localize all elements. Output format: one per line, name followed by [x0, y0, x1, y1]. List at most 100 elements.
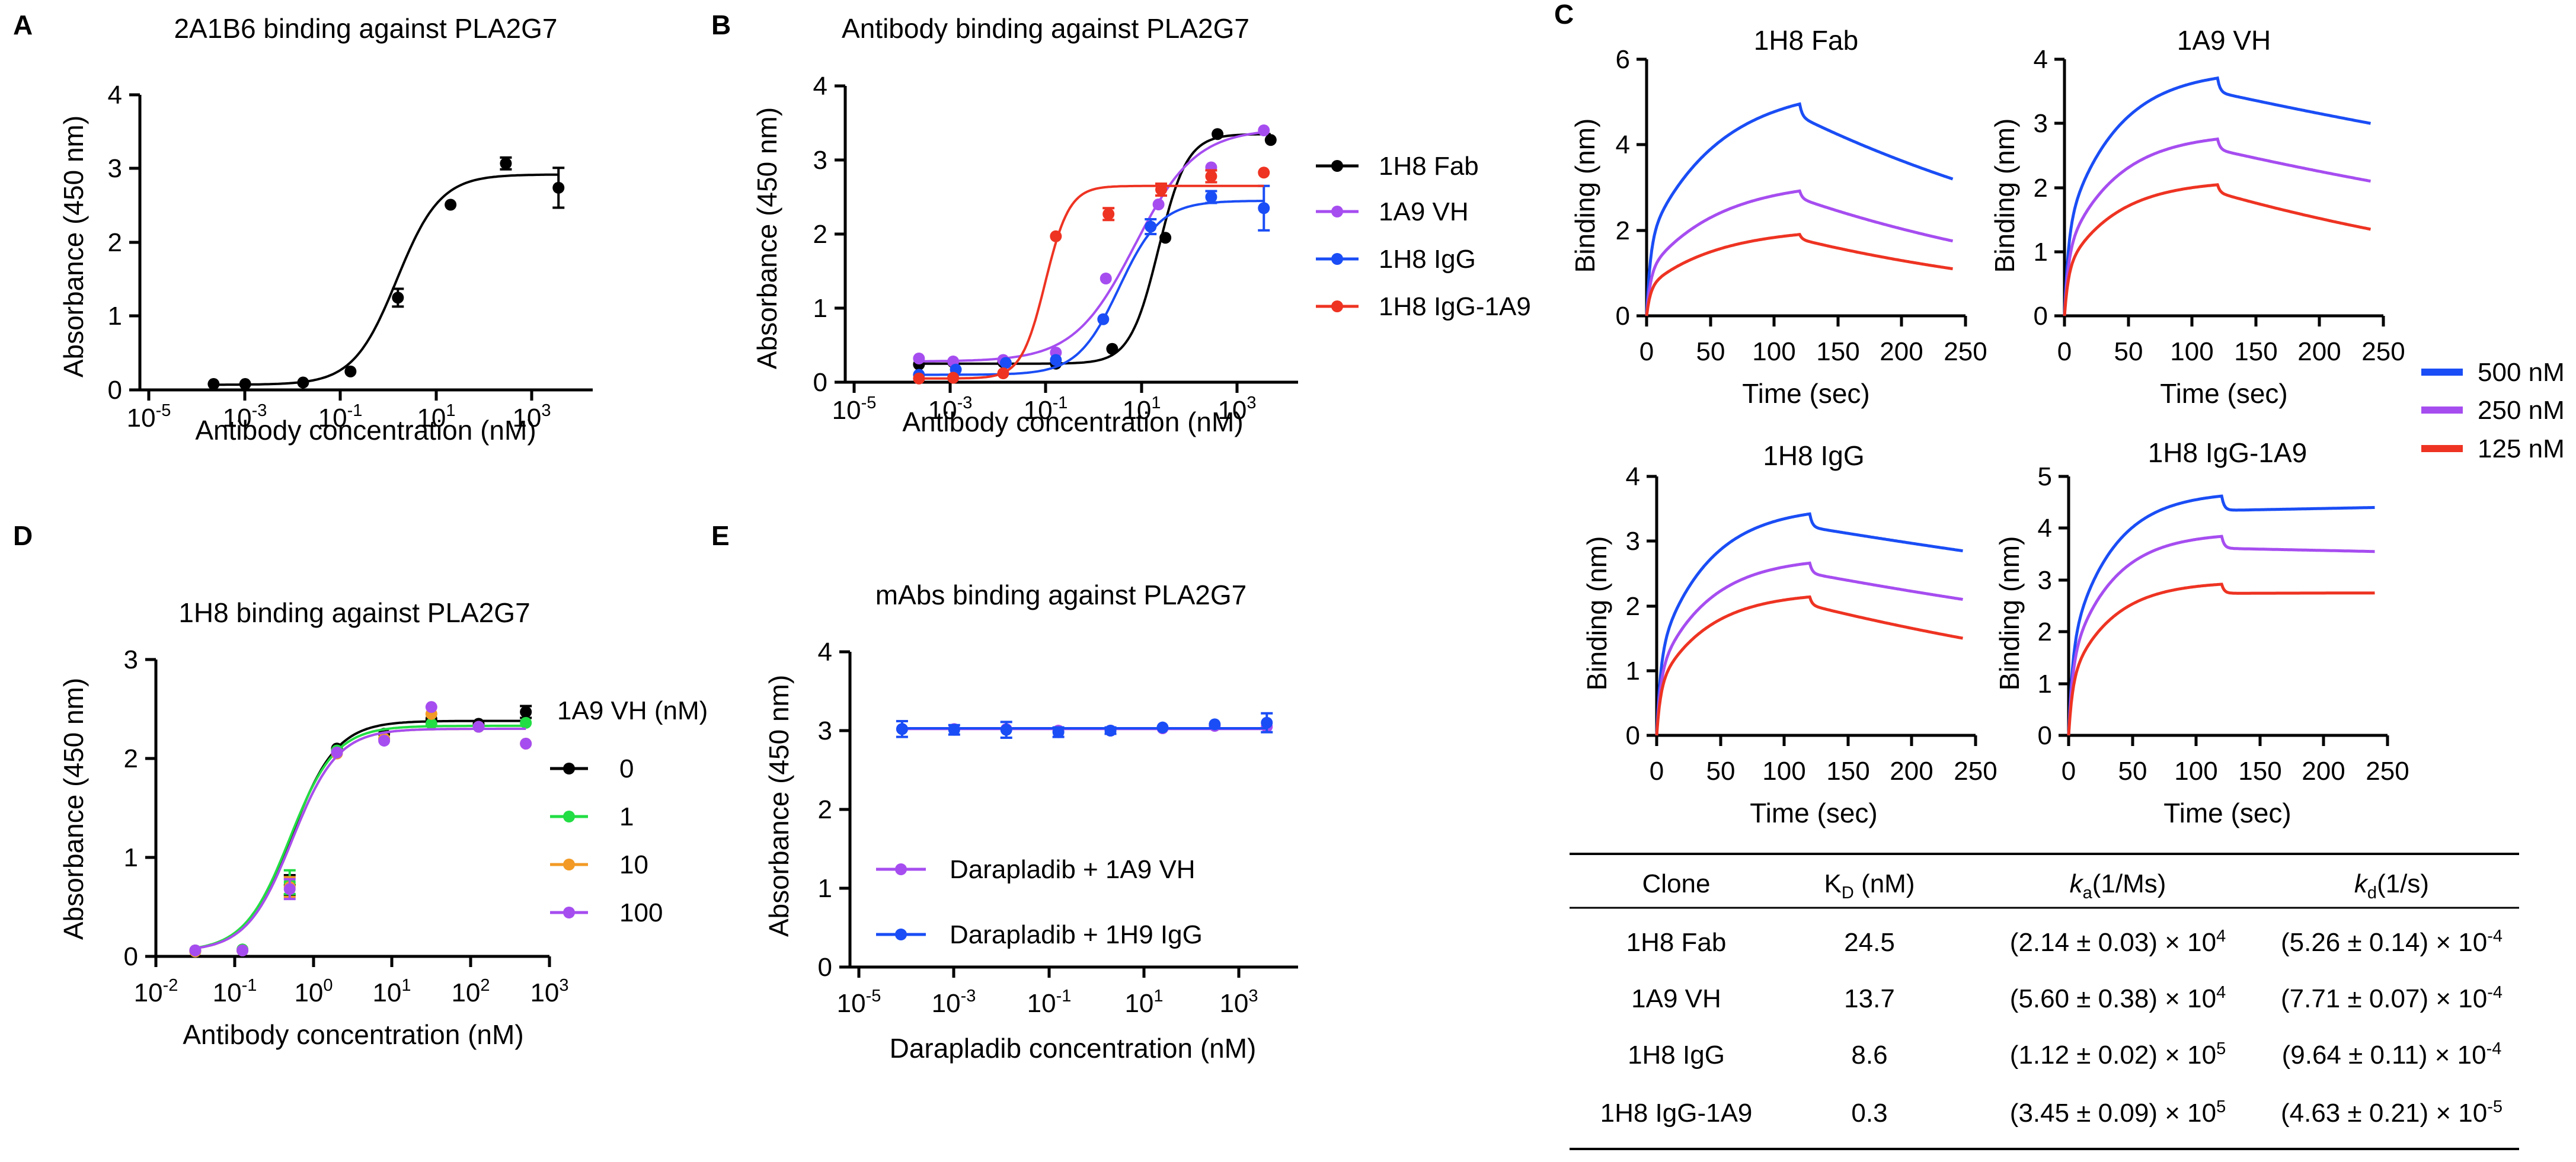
panel-e-y-tick-label: 2	[818, 795, 832, 824]
table-cell-kd: 24.5	[1844, 928, 1895, 957]
fit-curve-1h8-igg-1a9	[919, 184, 1264, 380]
table-header-kd: KD (nM)	[1824, 869, 1915, 902]
subplot-y-axis-label: Binding (nm)	[1570, 119, 1600, 273]
legend-label-0: 0	[619, 754, 634, 783]
data-point-1h8-fab	[1264, 134, 1277, 146]
panel-d-x-tick-label: 10-2	[134, 976, 178, 1007]
panel-b-title: Antibody binding against PLA2G7	[842, 13, 1249, 44]
panel-e-x-tick-label: 101	[1124, 987, 1163, 1018]
legend-label-250nm: 250 nM	[2478, 396, 2565, 425]
data-point-1h8-igg-1a9	[1102, 208, 1115, 220]
panel-e-title: mAbs binding against PLA2G7	[875, 580, 1247, 610]
subplot-x-tick-label: 0	[2062, 757, 2076, 786]
subplot-y-tick-label: 1	[2038, 670, 2052, 699]
panel-d-x-axis-label: Antibody concentration (nM)	[183, 1019, 523, 1050]
data-point-1h8-fab	[1159, 232, 1172, 244]
legend-label-1h8-igg: 1H8 IgG	[1379, 245, 1476, 274]
data-point-darapladib-1h9-igg	[1156, 721, 1169, 734]
data-point-1h8-fab	[1212, 128, 1224, 140]
data-point-1h8-fab	[1106, 342, 1118, 355]
data-point-1h8-igg-1a9	[1258, 167, 1270, 179]
data-point-2a1b6	[500, 157, 512, 169]
subplot-y-tick-label: 3	[2038, 566, 2052, 595]
panel-a: A 2A1B6 binding against PLA2G7 Absorbanc…	[13, 9, 593, 446]
sensorgram-250-nm	[1645, 189, 1954, 316]
subplot-y-tick-label: 4	[2038, 514, 2052, 543]
panel-a-x-tick-label: 10-5	[127, 401, 171, 433]
subplot-y-tick-label: 4	[1616, 130, 1630, 159]
panel-b: B Antibody binding against PLA2G7 Absorb…	[711, 9, 1531, 437]
panel-b-x-tick-label: 10-1	[1024, 393, 1068, 425]
table-cell-ka: (2.14 ± 0.03) × 104	[2010, 927, 2226, 957]
data-point-100	[378, 734, 391, 747]
kinetics-table: Clone KD (nM) ka(1/Ms) kd(1/s) 1H8 Fab 2…	[1570, 853, 2519, 1150]
panel-c-subplot-1h8-igg: 1H8 IgG Binding (nm) Time (sec) 0 1 2 3 …	[1581, 440, 1997, 828]
table-cell-clone: 1H8 IgG-1A9	[1600, 1099, 1753, 1128]
panel-d-plot-area	[189, 701, 532, 958]
data-point-darapladib-1h9-igg	[1000, 724, 1012, 736]
panel-e-x-tick-label: 10-5	[837, 987, 881, 1018]
subplot-y-tick-label: 2	[2038, 617, 2052, 646]
subplot-title: 1H8 Fab	[1754, 25, 1858, 56]
subplot-x-tick-label: 150	[1826, 757, 1869, 786]
panel-a-plot-area	[207, 156, 565, 390]
fit-curve-10	[195, 727, 526, 950]
subplot-y-tick-label: 1	[1626, 657, 1640, 686]
subplot-plot-area	[2063, 76, 2372, 316]
panel-d-x-tick-label: 102	[451, 976, 490, 1007]
subplot-x-tick-label: 150	[2234, 337, 2277, 366]
table-cell-clone: 1H8 IgG	[1628, 1041, 1725, 1070]
panel-d-x-tick-label: 103	[530, 976, 568, 1007]
data-point-1h8-igg-1a9	[1155, 184, 1168, 196]
table-cell-kd: 8.6	[1851, 1041, 1887, 1070]
data-point-1h8-igg-1a9	[997, 367, 1009, 379]
fit-curve-100	[195, 727, 526, 950]
subplot-y-tick-label: 2	[1626, 592, 1640, 621]
subplot-x-axis-label: Time (sec)	[2163, 798, 2291, 828]
legend-label-10: 10	[619, 850, 648, 879]
fit-curve-1h8-igg	[919, 200, 1264, 376]
sensorgram-500-nm	[2063, 76, 2372, 316]
legend-marker-1a9-vh	[1331, 206, 1343, 217]
sensorgram-500-nm	[2067, 494, 2375, 736]
panel-a-y-tick-label: 2	[108, 228, 122, 257]
panel-a-x-tick-label: 101	[417, 401, 455, 433]
legend-marker-0	[563, 763, 575, 774]
subplot-y-tick-label: 0	[1616, 302, 1630, 331]
subplot-x-tick-label: 50	[1706, 757, 1736, 786]
subplot-y-axis-label: Binding (nm)	[1989, 119, 2020, 273]
table-cell-kd: 0.3	[1851, 1099, 1887, 1128]
panel-a-y-tick-label: 3	[108, 154, 122, 183]
sensorgram-125-nm	[2067, 582, 2375, 736]
panel-e: E mAbs binding against PLA2G7 Absorbance…	[711, 520, 1298, 1064]
subplot-y-tick-label: 0	[2034, 302, 2048, 331]
panel-a-title: 2A1B6 binding against PLA2G7	[174, 13, 557, 44]
subplot-title: 1H8 IgG	[1763, 440, 1864, 471]
subplot-x-tick-label: 0	[1650, 757, 1664, 786]
legend-label-1h8-fab: 1H8 Fab	[1379, 152, 1479, 181]
data-point-100	[331, 746, 343, 758]
panel-b-y-tick-label: 2	[813, 220, 827, 249]
sensorgram-500-nm	[1645, 102, 1954, 316]
panel-d-x-tick-label: 101	[372, 976, 411, 1007]
panel-e-y-axis-label: Absorbance (450 nm)	[763, 675, 794, 937]
table-cell-ka: (1.12 ± 0.02) × 105	[2010, 1039, 2226, 1070]
sensorgram-500-nm	[1655, 512, 1963, 736]
data-point-2a1b6	[239, 378, 251, 390]
subplot-x-tick-label: 150	[1816, 337, 1859, 366]
subplot-y-tick-label: 3	[1626, 527, 1640, 556]
data-point-100	[472, 721, 485, 733]
panel-b-y-tick-label: 4	[813, 72, 827, 101]
table-cell-clone: 1A9 VH	[1631, 984, 1721, 1013]
table-cell-kd: 13.7	[1844, 984, 1895, 1013]
data-point-1h8-igg	[1258, 202, 1270, 215]
panel-b-x-tick-label: 101	[1122, 393, 1161, 425]
subplot-y-tick-label: 1	[2034, 238, 2048, 267]
panel-e-y-tick-label: 3	[818, 716, 832, 745]
data-point-darapladib-1h9-igg	[896, 723, 908, 735]
table-row: 1H8 IgG 8.6 (1.12 ± 0.02) × 105 (9.64 ± …	[1628, 1039, 2501, 1070]
legend-marker-100	[563, 907, 575, 918]
panel-c-subplot-1h8-fab: 1H8 Fab Binding (nm) Time (sec) 0 2 4 6 …	[1570, 25, 1987, 409]
panel-a-y-tick-label: 4	[108, 81, 122, 110]
legend-label-100: 100	[619, 898, 663, 927]
